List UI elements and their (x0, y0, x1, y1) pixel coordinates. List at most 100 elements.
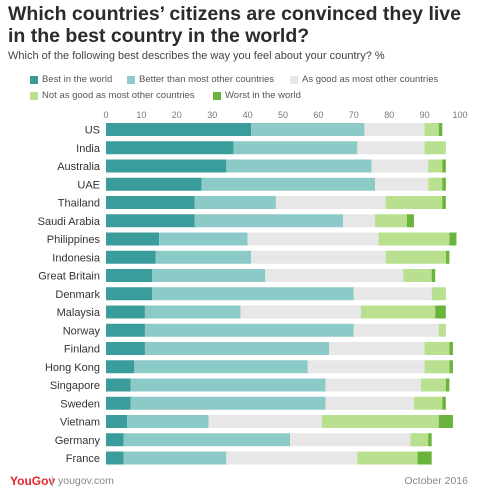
x-tick-label: 30 (207, 110, 217, 120)
bar-segment (144, 323, 354, 337)
bar-segment (233, 141, 358, 155)
bar-segment (106, 196, 195, 209)
legend-item-worst: Worst in the world (213, 90, 301, 101)
bar-segment (247, 232, 379, 246)
bar-segment (435, 305, 446, 319)
bar-segment (325, 396, 414, 410)
category-label: Norway (63, 325, 101, 337)
bar-segment (275, 196, 386, 209)
bar-segment (424, 360, 450, 374)
legend-swatch-better (127, 75, 135, 84)
bar-segment (431, 269, 436, 282)
bar-segment (130, 378, 326, 392)
bar-segment (106, 141, 234, 155)
bar-segment (385, 250, 446, 264)
bar-segment (438, 415, 453, 428)
x-tick-label: 60 (313, 110, 323, 120)
bar-segment (449, 360, 453, 374)
bar-segment (445, 250, 450, 264)
x-tick-label: 80 (384, 110, 394, 120)
bar-segment (152, 287, 354, 301)
bar-segment (360, 305, 436, 319)
bar-segment (424, 123, 439, 136)
bar-segment (265, 269, 404, 282)
bar-segment (127, 415, 209, 428)
bar-segment (428, 433, 432, 447)
bar-segment (364, 123, 425, 136)
legend-item-as-good: As good as most other countries (290, 74, 438, 85)
bar-segment (106, 232, 160, 246)
bar-segment (106, 451, 124, 465)
bar-segment (251, 123, 365, 136)
category-label: Sweden (60, 398, 100, 410)
footer-site: yougov.com (58, 475, 114, 487)
bar-segment (417, 451, 432, 465)
bar-segment (357, 451, 418, 465)
legend-item-better: Better than most other countries (127, 74, 274, 85)
bar-segment (201, 177, 376, 191)
bar-segment (385, 196, 443, 209)
category-label: Indonesia (52, 252, 101, 264)
legend-swatch-as-good (290, 75, 298, 84)
category-label: Saudi Arabia (38, 216, 101, 228)
footer-date: October 2016 (404, 475, 468, 487)
legend-label-as-good: As good as most other countries (302, 74, 439, 85)
bar-segment (290, 433, 411, 447)
bar-segment (357, 141, 425, 155)
bar-segment (106, 360, 135, 374)
bar-segment (106, 269, 153, 282)
bar-segment (226, 159, 372, 173)
category-label: Finland (64, 344, 100, 356)
bar-segment (251, 250, 386, 264)
bar-segment (449, 342, 453, 355)
category-label: US (85, 125, 100, 137)
x-tick-label: 40 (243, 110, 253, 120)
bar-segment (159, 232, 248, 246)
bar-segment (428, 159, 443, 173)
bar-segment (123, 433, 291, 447)
legend-item-not-as-good: Not as good as most other countries (30, 90, 195, 101)
category-label: UAE (77, 179, 100, 191)
category-label: Australia (57, 161, 101, 173)
bar-segment (442, 159, 446, 173)
bar-segment (442, 396, 446, 410)
bar-segment (106, 342, 145, 355)
footer: YouGov yougov.com October 2016 (6, 474, 472, 490)
category-label: Philippines (47, 234, 101, 246)
bar-segment (106, 177, 202, 191)
x-tick-label: 20 (172, 110, 182, 120)
legend-label-not-as-good: Not as good as most other countries (42, 90, 195, 101)
chart-title: Which countries’ citizens are convinced … (8, 3, 461, 47)
bar-segment (442, 196, 446, 209)
bar-segment (106, 396, 131, 410)
bar-segment (403, 269, 432, 282)
bar-segment (106, 123, 252, 136)
bar-segment (106, 250, 156, 264)
bar-segment (424, 342, 450, 355)
x-tick-label: 90 (420, 110, 430, 120)
bar-segment (329, 342, 425, 355)
yougov-logo: YouGov (10, 474, 56, 488)
bar-segment (421, 378, 446, 392)
legend-label-best: Best in the world (42, 74, 113, 85)
category-label: Vietnam (60, 417, 100, 429)
x-tick-label: 100 (452, 110, 467, 120)
bar-segment (375, 214, 407, 228)
bar-segment (106, 323, 145, 337)
bar-segment (428, 177, 443, 191)
bar-segment (106, 159, 227, 173)
bar-segment (130, 396, 326, 410)
bar-segment (438, 323, 446, 337)
bar-segment (438, 123, 443, 136)
bar-segment (410, 433, 429, 447)
category-label: Hong Kong (45, 362, 100, 374)
legend-swatch-best (30, 75, 38, 84)
category-label: Thailand (58, 198, 100, 210)
bar-segment (375, 177, 429, 191)
category-label: Denmark (55, 289, 100, 301)
category-label: Germany (55, 435, 101, 447)
bar-segment (194, 196, 276, 209)
bar-segment (445, 378, 450, 392)
bar-segment (353, 287, 432, 301)
chart-subtitle: Which of the following best describes th… (8, 50, 385, 62)
